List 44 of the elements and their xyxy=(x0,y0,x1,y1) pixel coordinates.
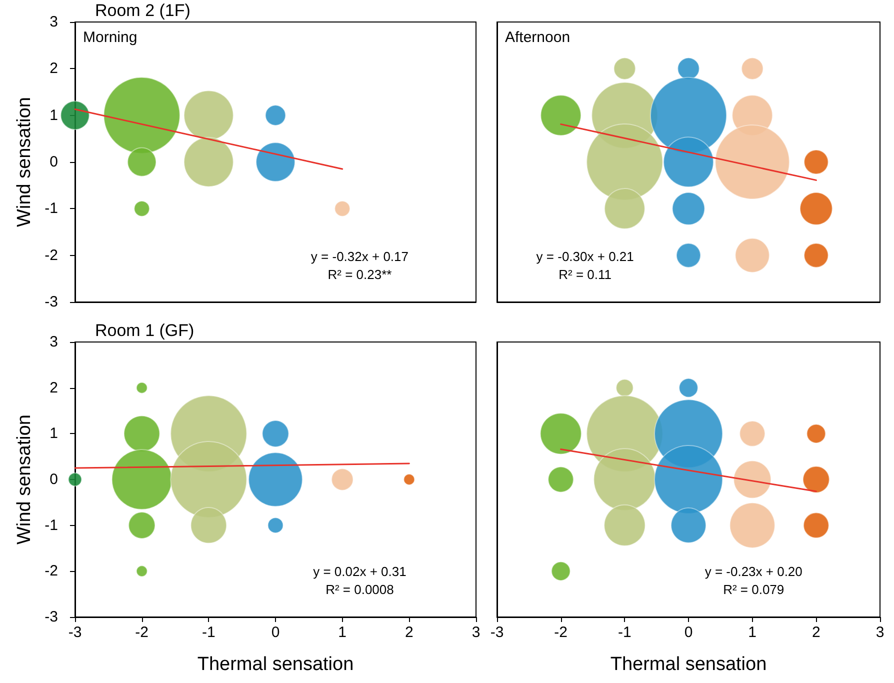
y-tick-label: 1 xyxy=(50,106,58,124)
x-tick-label: 3 xyxy=(876,624,884,641)
y-tick-label: 0 xyxy=(50,471,58,488)
y-tick-label: -2 xyxy=(44,562,58,580)
y-tick-label: 2 xyxy=(50,60,58,78)
y-tick-label: 0 xyxy=(50,154,58,170)
chart-title: Room 2 (1F) xyxy=(95,1,190,20)
x-tick-label: -3 xyxy=(68,624,82,641)
x-tick-label: -1 xyxy=(202,624,216,641)
x-tick-label: 0 xyxy=(271,624,280,641)
chart-title: Room 1 (GF) xyxy=(95,321,194,340)
y-tick-label: -1 xyxy=(44,200,58,218)
annotation: y = -0.32x + 0.17 xyxy=(310,249,408,264)
annotation: R² = 0.23** xyxy=(328,267,392,282)
x-tick-label: 1 xyxy=(748,624,757,641)
x-tick-label: -2 xyxy=(554,624,568,641)
annotation: Morning xyxy=(83,29,138,46)
annotation: y = 0.02x + 0.31 xyxy=(313,564,406,579)
x-tick-label: 2 xyxy=(404,624,414,641)
annotation: Afternoon xyxy=(505,29,570,46)
annotation: R² = 0.11 xyxy=(558,267,612,282)
x-axis-title: Thermal sensation xyxy=(197,654,354,675)
y-axis-title: Wind sensation xyxy=(14,97,35,227)
x-tick-label: -2 xyxy=(135,624,149,641)
x-tick-label: -3 xyxy=(490,624,504,641)
annotation: y = -0.30x + 0.21 xyxy=(536,249,634,264)
y-tick-label: -1 xyxy=(44,516,58,534)
x-axis-title: Thermal sensation xyxy=(610,654,767,675)
y-tick-label: -2 xyxy=(44,246,58,264)
x-tick-label: 3 xyxy=(472,624,480,641)
x-tick-label: 1 xyxy=(338,624,347,641)
annotation: y = -0.23x + 0.20 xyxy=(704,564,802,579)
x-tick-label: 0 xyxy=(684,624,693,641)
y-tick-label: -3 xyxy=(44,608,58,626)
y-tick-label: 3 xyxy=(50,14,58,30)
annotation: R² = 0.0008 xyxy=(326,582,394,597)
x-tick-label: 2 xyxy=(812,624,820,641)
y-axis-title: Wind sensation xyxy=(14,414,35,544)
y-tick-label: -3 xyxy=(44,294,58,310)
y-tick-label: 3 xyxy=(50,334,58,350)
y-tick-label: 2 xyxy=(50,379,58,396)
y-tick-label: 1 xyxy=(50,425,58,442)
annotation: R² = 0.079 xyxy=(723,582,784,597)
x-tick-label: -1 xyxy=(618,624,632,641)
